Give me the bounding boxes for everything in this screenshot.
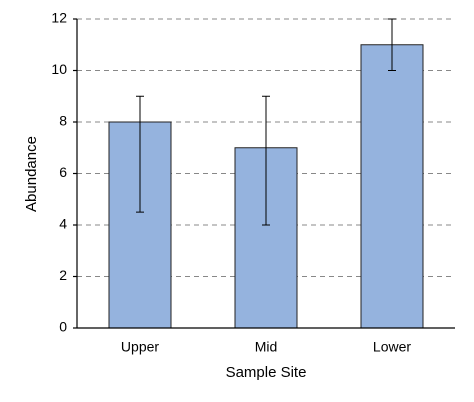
- y-tick-label: 8: [59, 113, 67, 129]
- y-tick-label: 2: [59, 267, 67, 283]
- y-tick-label: 12: [51, 10, 67, 26]
- x-tick-label: Upper: [121, 339, 159, 355]
- y-axis-label: Abundance: [23, 136, 40, 212]
- y-tick-label: 0: [59, 319, 67, 335]
- bar: [360, 44, 424, 329]
- x-tick-label: Lower: [373, 339, 411, 355]
- y-tick-label: 10: [51, 61, 67, 77]
- x-axis-label: Sample Site: [226, 364, 307, 381]
- y-tick-label: 4: [59, 216, 67, 232]
- y-tick-label: 6: [59, 164, 67, 180]
- x-tick-label: Mid: [255, 339, 278, 355]
